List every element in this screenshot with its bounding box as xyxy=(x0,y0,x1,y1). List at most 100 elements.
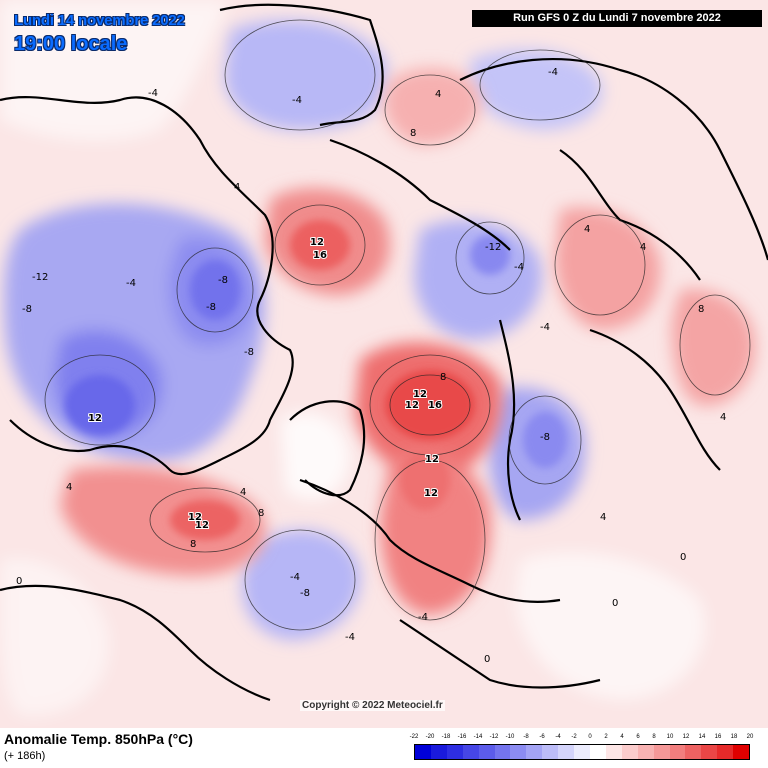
scale-color-bar xyxy=(414,744,750,760)
scale-swatch xyxy=(430,745,447,759)
map-label: 12 xyxy=(88,413,102,424)
map-label: -8 xyxy=(244,347,254,358)
scale-tick-label: 20 xyxy=(746,734,754,740)
map-canvas: 12 16 12 16 12 12 12 12 12 12 -4 -8 -12 … xyxy=(0,0,768,728)
anomaly-value-labels: -4 -8 -12 -8 -4 4 8 -4 -8 4 0 -4 4 8 -8 … xyxy=(16,67,726,665)
map-label: -4 xyxy=(540,322,550,333)
map-label: 4 xyxy=(234,182,240,193)
map-label: 16 xyxy=(313,250,327,261)
map-label: -12 xyxy=(32,272,48,283)
map-label: 4 xyxy=(584,224,590,235)
map-label: 12 xyxy=(425,454,439,465)
map-label: 8 xyxy=(258,508,264,519)
map-label: 0 xyxy=(680,552,686,563)
scale-swatch xyxy=(574,745,590,759)
map-label: 12 xyxy=(413,389,427,400)
map-label: -4 xyxy=(345,632,355,643)
scale-swatch xyxy=(510,745,527,759)
map-label: 4 xyxy=(720,412,726,423)
anomaly-cores xyxy=(65,220,567,540)
scale-tick-label: 18 xyxy=(730,734,738,740)
scale-swatch xyxy=(669,745,686,759)
map-label: -4 xyxy=(548,67,558,78)
map-label: -4 xyxy=(292,95,302,106)
map-label: 0 xyxy=(16,576,22,587)
scale-swatch xyxy=(701,745,718,759)
map-label: -8 xyxy=(218,275,228,286)
forecast-local-time: 19:00 locale xyxy=(14,33,128,55)
scale-swatch xyxy=(542,745,559,759)
scale-swatch xyxy=(637,745,654,759)
scale-tick-label: 4 xyxy=(620,734,624,740)
scale-swatch xyxy=(717,745,734,759)
neutral-zones xyxy=(0,0,706,716)
forecast-date: Lundi 14 novembre 2022 xyxy=(14,12,185,29)
scale-swatch xyxy=(733,745,750,759)
scale-tick-label: 16 xyxy=(714,734,722,740)
map-label: 4 xyxy=(600,512,606,523)
scale-tick-label: -10 xyxy=(505,734,515,740)
scale-tick-label: 6 xyxy=(636,734,640,740)
scale-tick-label: -22 xyxy=(409,734,419,740)
scale-swatch xyxy=(558,745,575,759)
map-title: Anomalie Temp. 850hPa (°C) xyxy=(4,731,193,747)
map-label: 0 xyxy=(484,654,490,665)
scale-tick-label: -4 xyxy=(555,734,561,740)
map-label: -12 xyxy=(485,242,501,253)
map-label: -4 xyxy=(290,572,300,583)
map-label: -4 xyxy=(418,612,428,623)
model-run-info: Run GFS 0 Z du Lundi 7 novembre 2022 xyxy=(472,10,762,27)
map-label: 16 xyxy=(428,400,442,411)
map-label: 0 xyxy=(612,598,618,609)
scale-tick-label: 12 xyxy=(682,734,690,740)
scale-swatch xyxy=(478,745,495,759)
contour-lines xyxy=(44,19,751,631)
map-label: -8 xyxy=(300,588,310,599)
map-label: 4 xyxy=(435,89,441,100)
scale-tick-label: 8 xyxy=(652,734,656,740)
map-label: 12 xyxy=(188,512,202,523)
scale-tick-labels: -22 -20 -18 -16 -14 -12 -10 -8 -6 -4 -2 0 2 4 6 8 10 12 14… xyxy=(410,734,754,744)
scale-tick-label: -16 xyxy=(457,734,467,740)
map-label: 8 xyxy=(698,304,704,315)
scale-swatch xyxy=(685,745,702,759)
anomaly-map: 12 16 12 16 12 12 12 12 12 12 -4 -8 -12 … xyxy=(0,0,768,728)
map-label: 8 xyxy=(190,539,196,550)
scale-swatch xyxy=(605,745,622,759)
map-label: 12 xyxy=(405,400,419,411)
scale-swatch xyxy=(462,745,479,759)
scale-tick-label: -18 xyxy=(441,734,451,740)
scale-tick-label: -14 xyxy=(473,734,483,740)
scale-swatch xyxy=(621,745,638,759)
scale-tick-label: 10 xyxy=(666,734,674,740)
hot-spot-labels: 12 16 12 16 12 12 12 12 12 12 xyxy=(87,236,443,532)
scale-tick-label: -12 xyxy=(489,734,499,740)
copyright-notice: Copyright © 2022 Meteociel.fr xyxy=(300,700,445,711)
scale-tick-label: 2 xyxy=(604,734,608,740)
map-label: 8 xyxy=(440,372,446,383)
scale-swatch xyxy=(494,745,511,759)
scale-tick-label: -6 xyxy=(539,734,545,740)
map-label: 8 xyxy=(410,128,416,139)
scale-tick-label: -8 xyxy=(523,734,529,740)
map-label: -4 xyxy=(126,278,136,289)
scale-tick-label: 0 xyxy=(588,734,592,740)
scale-swatch xyxy=(589,745,606,759)
map-label: -4 xyxy=(148,88,158,99)
map-label: 4 xyxy=(240,487,246,498)
map-label: -8 xyxy=(540,432,550,443)
map-label: 4 xyxy=(66,482,72,493)
map-label: -8 xyxy=(22,304,32,315)
map-label: 4 xyxy=(640,242,646,253)
map-label: 12 xyxy=(424,488,438,499)
map-label: -8 xyxy=(206,302,216,313)
map-footer: Anomalie Temp. 850hPa (°C) (+ 186h) -22-… xyxy=(0,728,768,768)
color-scale-legend: -22 -20 -18 -16 -14 -12 -10 -8 -6 -4 -2 0 2 4 6 8 10 12 14… xyxy=(410,734,754,760)
scale-swatch xyxy=(653,745,670,759)
scale-swatch xyxy=(446,745,463,759)
map-label: 12 xyxy=(195,520,209,531)
map-label: -4 xyxy=(514,262,524,273)
scale-tick-label: -20 xyxy=(425,734,435,740)
scale-tick-label: -2 xyxy=(571,734,577,740)
scale-swatch xyxy=(526,745,543,759)
